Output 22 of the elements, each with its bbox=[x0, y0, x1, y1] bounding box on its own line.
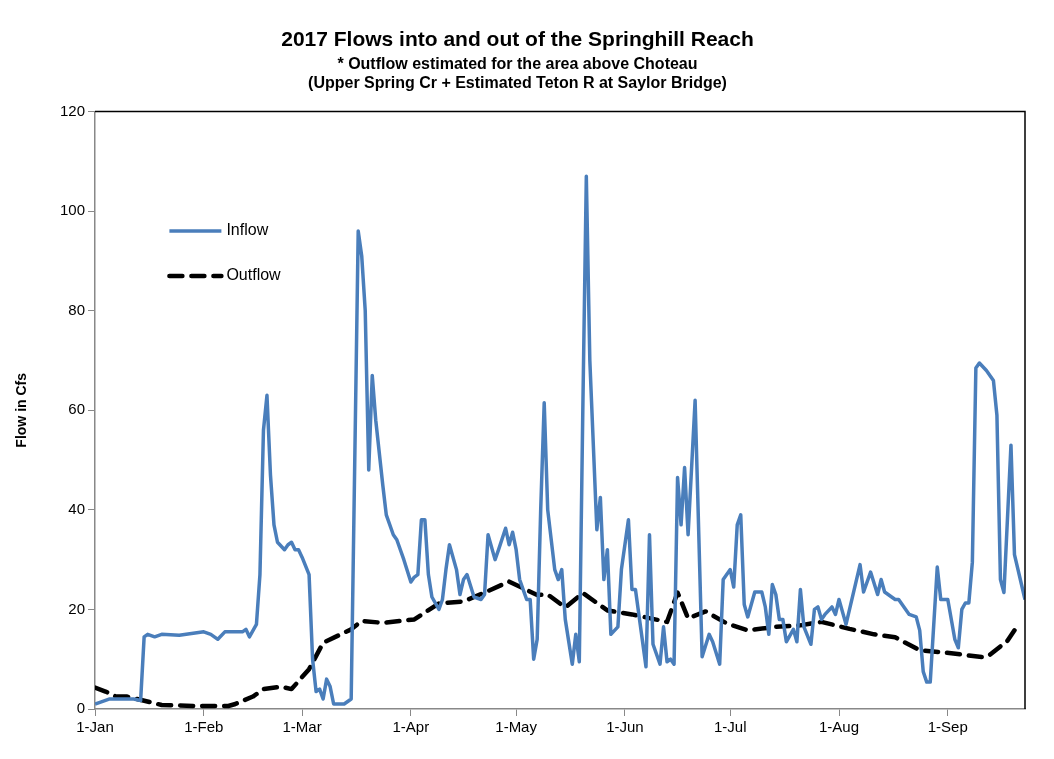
x-tick-label: 1-Jul bbox=[713, 718, 747, 736]
x-tick-label: 1-Jan bbox=[76, 718, 114, 736]
x-tick-label: 1-Jun bbox=[606, 718, 644, 736]
y-tick-label: 100 bbox=[59, 201, 85, 219]
y-tick-label: 20 bbox=[68, 599, 85, 617]
y-tick-label: 0 bbox=[76, 699, 85, 717]
x-tick-label: 1-Sep bbox=[927, 718, 968, 736]
chart-title: 2017 Flows into and out of the Springhill Reach bbox=[281, 27, 754, 51]
x-tick-label: 1-Aug bbox=[818, 718, 860, 736]
y-tick-label: 60 bbox=[68, 400, 85, 418]
x-tick-label: 1-May bbox=[495, 718, 538, 736]
legend-label: Inflow bbox=[226, 221, 269, 239]
y-tick-label: 80 bbox=[68, 300, 85, 318]
y-tick-label: 120 bbox=[59, 101, 85, 119]
legend-label: Outflow bbox=[226, 266, 282, 284]
y-tick-label: 40 bbox=[68, 500, 85, 518]
chart-subtitle: * Outflow estimated for the area above Choteau (Upper Spring Cr + Estimated Teton R at Saylor Bridge) bbox=[308, 55, 727, 92]
x-tick-label: 1-Apr bbox=[392, 718, 430, 736]
line-series bbox=[95, 579, 1017, 709]
x-tick-label: 1-Mar bbox=[282, 718, 322, 736]
x-tick-label: 1-Feb bbox=[184, 718, 224, 736]
y-axis-title: Flow in Cfs bbox=[13, 372, 30, 448]
